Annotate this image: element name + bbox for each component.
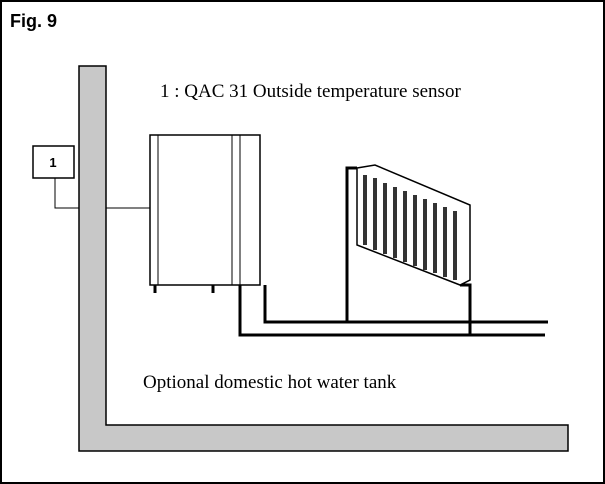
boiler-feet bbox=[153, 285, 215, 293]
caption: Optional domestic hot water tank bbox=[143, 372, 397, 393]
pipes bbox=[238, 166, 548, 337]
sensor-label: 1 bbox=[49, 155, 56, 170]
figure-label: Fig. 9 bbox=[10, 11, 57, 31]
sensor bbox=[32, 145, 75, 179]
radiator-fins bbox=[363, 175, 457, 280]
sensor-wire bbox=[54, 178, 79, 209]
legend: 1 : QAC 31 Outside temperature sensor bbox=[160, 81, 461, 102]
wall bbox=[78, 65, 569, 452]
boiler bbox=[149, 134, 261, 286]
